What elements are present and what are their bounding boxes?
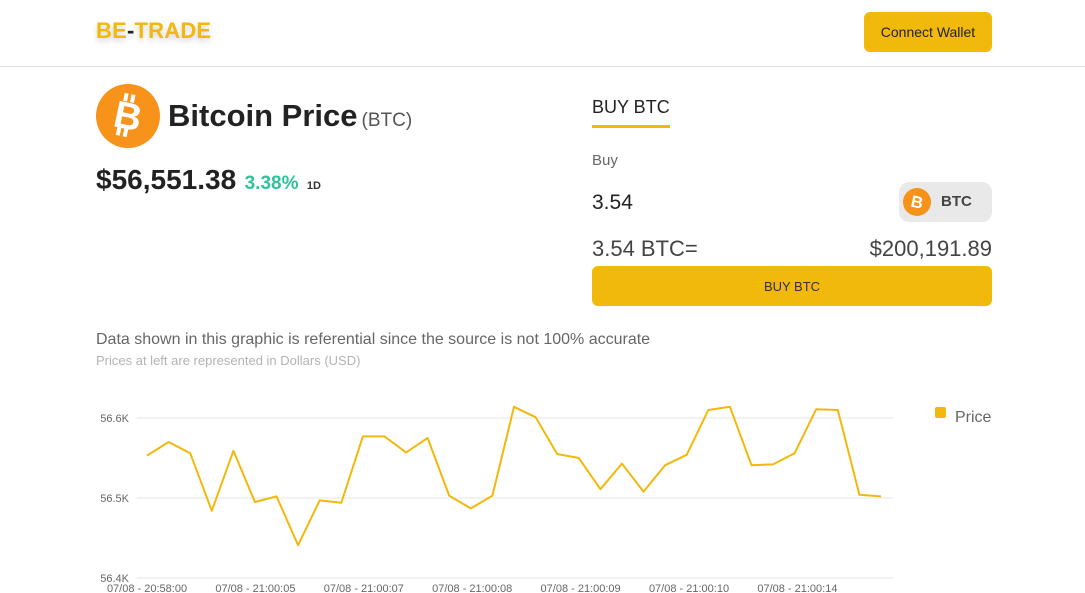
bitcoin-icon: B bbox=[96, 84, 160, 148]
svg-text:B: B bbox=[909, 192, 925, 213]
y-tick-label: 56.5K bbox=[100, 493, 129, 505]
x-tick-label: 07/08 - 21:00:05 bbox=[215, 583, 295, 593]
conversion-total: $200,191.89 bbox=[869, 236, 992, 261]
chart-currency-note: Prices at left are represented in Dollar… bbox=[96, 353, 361, 368]
coin-name: Bitcoin Price bbox=[168, 98, 358, 133]
x-tick-label: 07/08 - 21:00:10 bbox=[649, 583, 729, 593]
price-line bbox=[146, 405, 882, 547]
be-trade-logo[interactable]: BE-TRADE bbox=[96, 18, 211, 44]
coin-title: Bitcoin Price (BTC) bbox=[168, 98, 412, 134]
x-tick-label: 07/08 - 21:00:09 bbox=[541, 583, 621, 593]
price-change-badge: 3.38% bbox=[244, 173, 299, 194]
conversion-amount: 3.54 BTC= bbox=[592, 236, 698, 261]
price-period: 1D bbox=[306, 180, 321, 192]
buy-btc-button[interactable]: BUY BTC bbox=[592, 266, 992, 306]
currency-selector[interactable]: B BTC bbox=[899, 182, 992, 222]
buy-amount-input[interactable] bbox=[592, 188, 872, 218]
x-tick-label: 07/08 - 20:58:00 bbox=[107, 583, 187, 593]
logo-part-be: BE bbox=[96, 18, 127, 43]
legend-swatch bbox=[935, 407, 946, 418]
current-price: $56,551.38 bbox=[96, 164, 237, 195]
bitcoin-icon: B bbox=[903, 188, 931, 216]
coin-ticker: (BTC) bbox=[361, 110, 413, 131]
x-tick-label: 07/08 - 21:00:07 bbox=[324, 583, 404, 593]
y-tick-label: 56.6K bbox=[100, 413, 129, 425]
chart-disclaimer: Data shown in this graphic is referentia… bbox=[96, 331, 651, 348]
logo-part-trade: TRADE bbox=[134, 18, 212, 43]
y-tick-label: 56.4K bbox=[100, 573, 129, 585]
x-tick-label: 07/08 - 21:00:14 bbox=[757, 583, 837, 593]
top-navbar: BE-TRADE Connect Wallet bbox=[0, 0, 1085, 67]
currency-label: BTC bbox=[941, 193, 972, 210]
buy-field-label: Buy bbox=[592, 152, 618, 169]
price-row: $56,551.38 3.38% 1D bbox=[96, 164, 321, 196]
tab-buy-btc[interactable]: BUY BTC bbox=[592, 97, 670, 128]
connect-wallet-button[interactable]: Connect Wallet bbox=[864, 12, 992, 52]
x-tick-label: 07/08 - 21:00:08 bbox=[432, 583, 512, 593]
legend-label: Price bbox=[955, 409, 992, 426]
logo-dash: - bbox=[126, 18, 135, 43]
